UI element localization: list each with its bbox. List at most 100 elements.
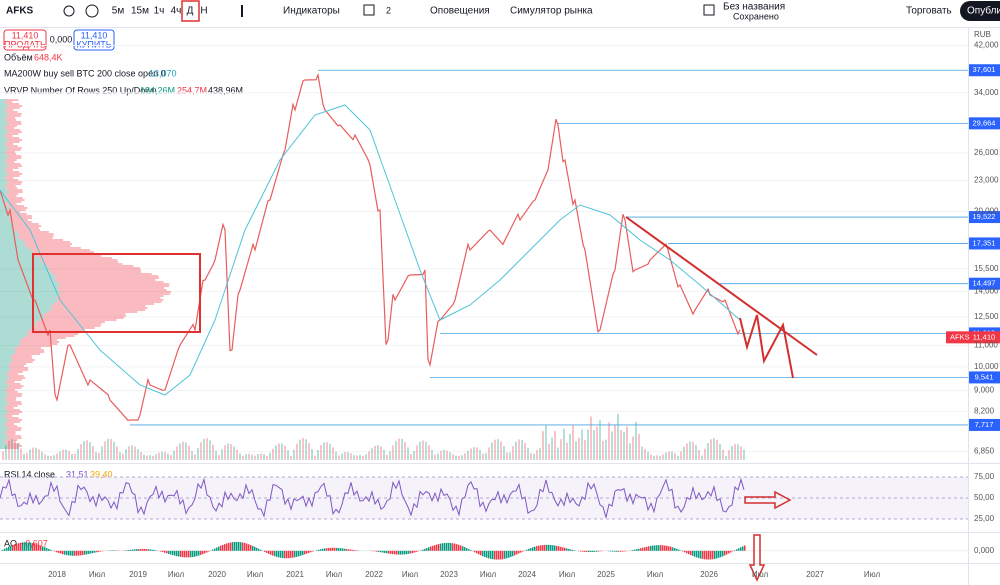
ao-bar [30,542,32,551]
volume-bar [734,444,736,460]
time-tick-label: Июл [168,570,185,579]
volume-bar [362,455,364,460]
volume-bar [71,453,73,460]
volume-bar [140,452,142,460]
ao-bar [56,550,58,553]
ao-bar [448,542,450,551]
volume-bar [449,452,451,460]
ao-bar [308,550,310,553]
ao-bar [336,547,338,551]
buy-price[interactable]: 11,410 [81,30,108,40]
volume-bar [209,440,211,460]
volume-bar [323,442,325,460]
ao-bar [208,550,210,552]
interval-button[interactable]: Д [187,6,194,17]
volume-bar [686,443,688,460]
volume-bar [89,441,91,460]
ao-bar [648,546,650,551]
volume-bar [26,453,28,460]
volume-bar [575,441,577,460]
ao-bar [558,546,560,551]
layout-icon[interactable] [703,4,715,16]
ao-value: −0,607 [20,538,48,548]
volume-bar [281,443,283,460]
volume-bar [272,448,274,460]
buy-label[interactable]: КУПИТЬ [76,39,111,49]
volume-bar [164,451,166,460]
ao-bar [152,549,154,551]
time-tick-label: 2019 [129,570,147,579]
interval-button[interactable]: 5м [112,6,125,17]
ao-bar [740,547,742,551]
ao-bar [346,549,348,551]
ao-bar [382,550,384,553]
price-tick-label: 10,000 [974,362,999,371]
volume-bar [596,426,598,460]
ao-bar [352,549,354,551]
volume-bar [236,449,238,460]
ao-bar [656,545,658,551]
ao-bar [428,547,430,551]
sell-label[interactable]: ПРОДАТЬ [4,39,46,49]
ao-bar [432,545,434,551]
chart-type-icon[interactable] [241,5,243,17]
price-tick-label: 8,200 [974,406,995,415]
ao-bar [564,547,566,551]
ao-bar [344,548,346,551]
ao-bar [98,550,100,552]
ao-bar [334,547,336,551]
price-level-label: 19,522 [973,212,996,221]
volume-bar [305,439,307,460]
indicators-button[interactable]: Индикаторы [283,6,340,17]
volume-bar [440,450,442,460]
publish-button[interactable]: Опубликовать [967,5,1000,17]
symbol[interactable]: AFKS [6,6,34,17]
volume-bar [521,440,523,460]
interval-button[interactable]: Н [200,6,207,17]
layouts-count[interactable]: 2 [386,5,391,15]
ao-bar [70,550,72,556]
volume-bar [29,449,31,460]
sell-price[interactable]: 11,410 [12,30,39,40]
ao-bar [480,550,482,556]
ao-bar [384,550,386,553]
alerts-button[interactable]: Оповещения [430,6,490,17]
volume-bar [683,446,685,460]
ao-bar [422,549,424,551]
ao-bar [176,550,178,557]
compare-icon[interactable] [85,4,99,18]
price-tick-label: 15,500 [974,264,999,273]
volume-bar [341,453,343,460]
time-tick-label: 2025 [597,570,615,579]
volume-bar [308,443,310,460]
layouts-icon[interactable] [363,4,375,16]
layout-name[interactable]: Без названия [723,2,785,13]
ao-bar [36,544,38,551]
add-symbol-icon[interactable] [63,5,75,17]
ao-bar [292,550,294,558]
ao-bar [732,550,734,552]
ao-bar [50,549,52,551]
publish-button-bg[interactable] [960,1,1000,21]
volume-bar [314,455,316,460]
ao-bar [506,550,508,559]
ao-bar [470,550,472,551]
ao-bar [510,550,512,557]
replay-button[interactable]: Симулятор рынка [510,6,593,17]
ao-bar [200,550,202,555]
ao-bar [554,545,556,551]
volume-bar [431,449,433,460]
interval-button[interactable]: 4ч [171,6,182,17]
trade-button[interactable]: Торговать [906,6,952,17]
volume-bar [32,447,34,460]
ao-bar [144,548,146,551]
time-tick-label: 2022 [365,570,383,579]
interval-button[interactable]: 1ч [154,6,165,17]
interval-button[interactable]: 15м [131,6,149,17]
ao-bar [728,550,730,554]
volume-bar [395,440,397,460]
volume-bar [287,450,289,460]
volume-bar [200,442,202,460]
ao-bar [622,550,624,552]
